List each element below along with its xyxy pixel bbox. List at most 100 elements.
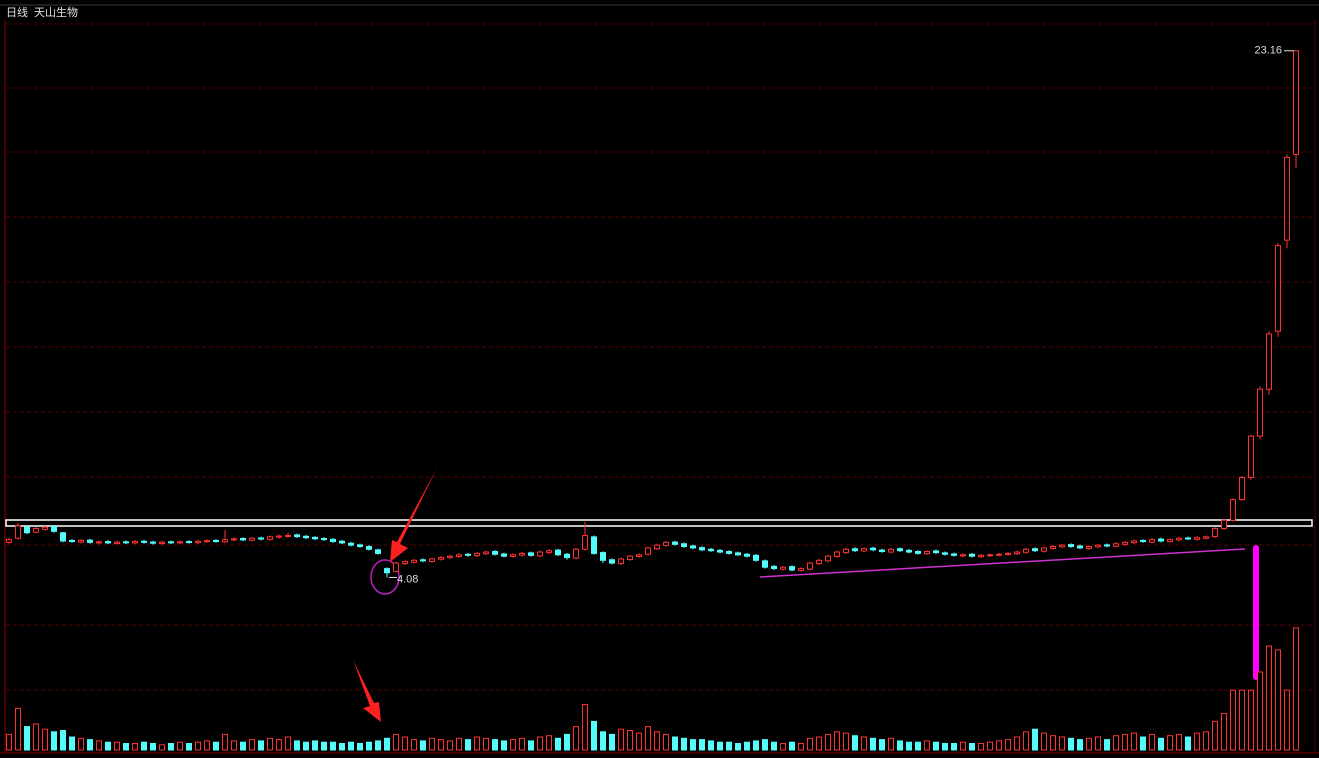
volume-bar: [933, 741, 939, 751]
candle-body: [690, 545, 696, 549]
candle-body: [1023, 548, 1029, 553]
candle-body: [834, 551, 840, 557]
volume-bar: [1230, 689, 1236, 751]
candle-body: [366, 546, 372, 550]
candle-body: [186, 541, 192, 544]
volume-bar: [546, 735, 552, 751]
volume-bar: [456, 737, 462, 751]
volume-bar: [366, 741, 372, 751]
period-label: 日线: [6, 5, 28, 19]
resistance-box: [5, 519, 1313, 527]
candle-body: [609, 559, 615, 564]
candle-body: [582, 534, 588, 550]
volume-bar: [330, 741, 336, 751]
candle-body: [303, 535, 309, 539]
candle-body: [51, 526, 57, 532]
volume-bar: [1266, 645, 1272, 751]
candle-body: [564, 553, 570, 559]
candle-body: [1140, 539, 1146, 543]
candle-body: [231, 538, 237, 541]
volume-bar: [1059, 736, 1065, 751]
volume-bar: [1212, 720, 1218, 751]
volume-bar: [168, 743, 174, 751]
volume-bar: [582, 704, 588, 751]
candle-body: [1041, 547, 1047, 552]
candle-body: [654, 544, 660, 550]
candle-body: [1248, 435, 1254, 479]
volume-bar: [312, 740, 318, 751]
candle-body: [1275, 245, 1281, 332]
volume-bar: [960, 741, 966, 751]
volume-bar: [1257, 671, 1263, 751]
candle-body: [132, 541, 138, 544]
volume-bar: [1113, 735, 1119, 751]
candle-body: [294, 534, 300, 538]
volume-bar: [60, 730, 66, 751]
volume-bar: [1185, 736, 1191, 751]
volume-bar: [1140, 736, 1146, 751]
candle-body: [6, 539, 12, 543]
candle-body: [951, 553, 957, 556]
candle-body: [1068, 544, 1074, 548]
candle-body: [663, 541, 669, 546]
trend-line: [759, 548, 1246, 578]
volume-bar: [645, 726, 651, 751]
volume-bar: [528, 740, 534, 751]
candle-body: [285, 534, 291, 537]
volume-bar: [654, 731, 660, 751]
candle-body: [267, 536, 273, 540]
volume-bar: [870, 737, 876, 751]
volume-bar: [762, 739, 768, 751]
candle-body: [735, 552, 741, 556]
candle-body: [1113, 543, 1119, 547]
candle-body: [375, 549, 381, 554]
candle-body: [339, 540, 345, 544]
volume-bar: [258, 740, 264, 751]
volume-bar: [474, 736, 480, 751]
volume-bar: [195, 741, 201, 751]
volume-bar: [555, 737, 561, 751]
candle-body: [429, 558, 435, 562]
candle-body: [447, 555, 453, 559]
volume-bar: [96, 740, 102, 751]
candle-body: [897, 548, 903, 552]
indicator-bar: [1253, 545, 1259, 680]
candle-body: [744, 553, 750, 557]
low-circle: [370, 559, 400, 595]
candle-body: [1131, 540, 1137, 544]
volume-bar: [1275, 649, 1281, 751]
volume-bar: [510, 739, 516, 751]
candle-body: [960, 554, 966, 557]
candle-body: [1185, 537, 1191, 540]
candle-body: [1167, 539, 1173, 543]
candle-body: [42, 526, 48, 530]
candle-body: [1266, 333, 1272, 390]
candle-body: [249, 537, 255, 541]
candle-body: [330, 538, 336, 543]
volume-bar: [1077, 739, 1083, 751]
candle-body: [798, 568, 804, 572]
volume-bar: [222, 733, 228, 751]
volume-bar: [996, 740, 1002, 751]
volume-bar: [1149, 733, 1155, 751]
candle-body: [1032, 548, 1038, 552]
volume-bar: [267, 737, 273, 751]
volume-bar: [123, 743, 129, 751]
volume-bar: [591, 720, 597, 751]
candle-body: [861, 548, 867, 552]
volume-bar: [888, 737, 894, 751]
candle-body: [753, 554, 759, 561]
candle-body: [699, 547, 705, 551]
candle-body: [357, 544, 363, 548]
candle-body: [519, 552, 525, 556]
volume-bar: [204, 740, 210, 751]
volume-bar: [1050, 735, 1056, 751]
volume-bar: [573, 726, 579, 751]
candle-body: [996, 553, 1002, 556]
volume-bar: [825, 733, 831, 751]
volume-bar: [1248, 689, 1254, 751]
candle-body: [123, 541, 129, 544]
volume-bar: [87, 739, 93, 751]
volume-bar: [177, 741, 183, 751]
